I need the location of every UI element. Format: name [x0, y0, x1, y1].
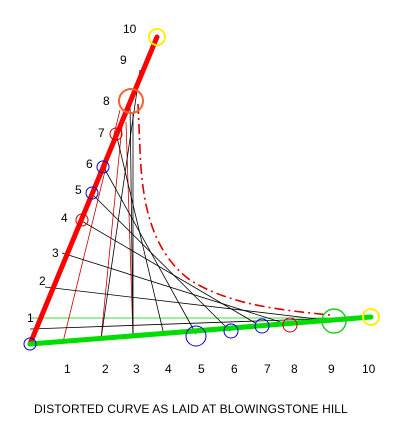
bottom-arm-line [27, 314, 374, 347]
envelope-line [100, 69, 141, 340]
left-arm-label-9: 9 [120, 53, 127, 67]
bottom-arm-label-3: 3 [133, 362, 140, 376]
envelope-line [115, 132, 165, 336]
left-arm-label-4: 4 [61, 211, 68, 225]
left-point-circle [85, 186, 99, 200]
bottom-arm-label-5: 5 [198, 362, 205, 376]
envelope-line [61, 252, 291, 326]
bottom-arm-label-9: 9 [328, 362, 335, 376]
left-arm-label-10: 10 [123, 22, 137, 36]
right-end-circle [362, 308, 380, 326]
bottom-point-circle [185, 325, 207, 347]
bottom-arm-label-8: 8 [291, 362, 298, 376]
vertex-circle [23, 337, 37, 351]
left-arm-labels: 1 23 456 7 8 9 10 [27, 22, 137, 325]
left-point-circle [75, 213, 89, 227]
bottom-arm-label-7: 7 [264, 362, 271, 376]
bottom-arm-label-4: 4 [165, 362, 172, 376]
construction-lines [29, 69, 372, 343]
bottom-point-circle [282, 317, 298, 333]
top-end-circle [148, 28, 166, 46]
left-arm-label-3: 3 [52, 246, 59, 260]
bottom-arm-label-6: 6 [231, 362, 238, 376]
left-arm-label-7: 7 [98, 126, 105, 140]
left-point-circle [109, 127, 123, 141]
bottom-arm-label-2: 2 [102, 362, 109, 376]
green-circle [321, 308, 347, 334]
envelope-line [102, 165, 197, 335]
bottom-point-circle [254, 318, 270, 334]
dash-dot-curve [137, 103, 331, 316]
left-arm-label-2: 2 [39, 274, 46, 288]
left-arm-label-1: 1 [27, 311, 34, 325]
envelope-line [44, 286, 335, 322]
bottom-arm-labels: 1 2 3 4 5 6 7 8 9 10 [64, 362, 376, 376]
apex-circle [118, 88, 144, 114]
bottom-point-circle [223, 323, 239, 339]
marker-circles [23, 28, 380, 351]
red-construction-line [100, 115, 124, 340]
bottom-arm-label-1: 1 [64, 362, 71, 376]
left-point-circle [96, 160, 110, 174]
diagram-caption: DISTORTED CURVE AS LAID AT BLOWINGSTONE … [34, 402, 348, 416]
left-arm-label-5: 5 [75, 183, 82, 197]
left-arm-label-8: 8 [103, 94, 110, 108]
bottom-arm-label-10: 10 [362, 362, 376, 376]
envelope-line [90, 192, 231, 332]
left-arm-line [27, 34, 160, 347]
left-arm-label-6: 6 [86, 157, 93, 171]
envelope-line [129, 99, 134, 338]
envelope-line [79, 219, 263, 328]
